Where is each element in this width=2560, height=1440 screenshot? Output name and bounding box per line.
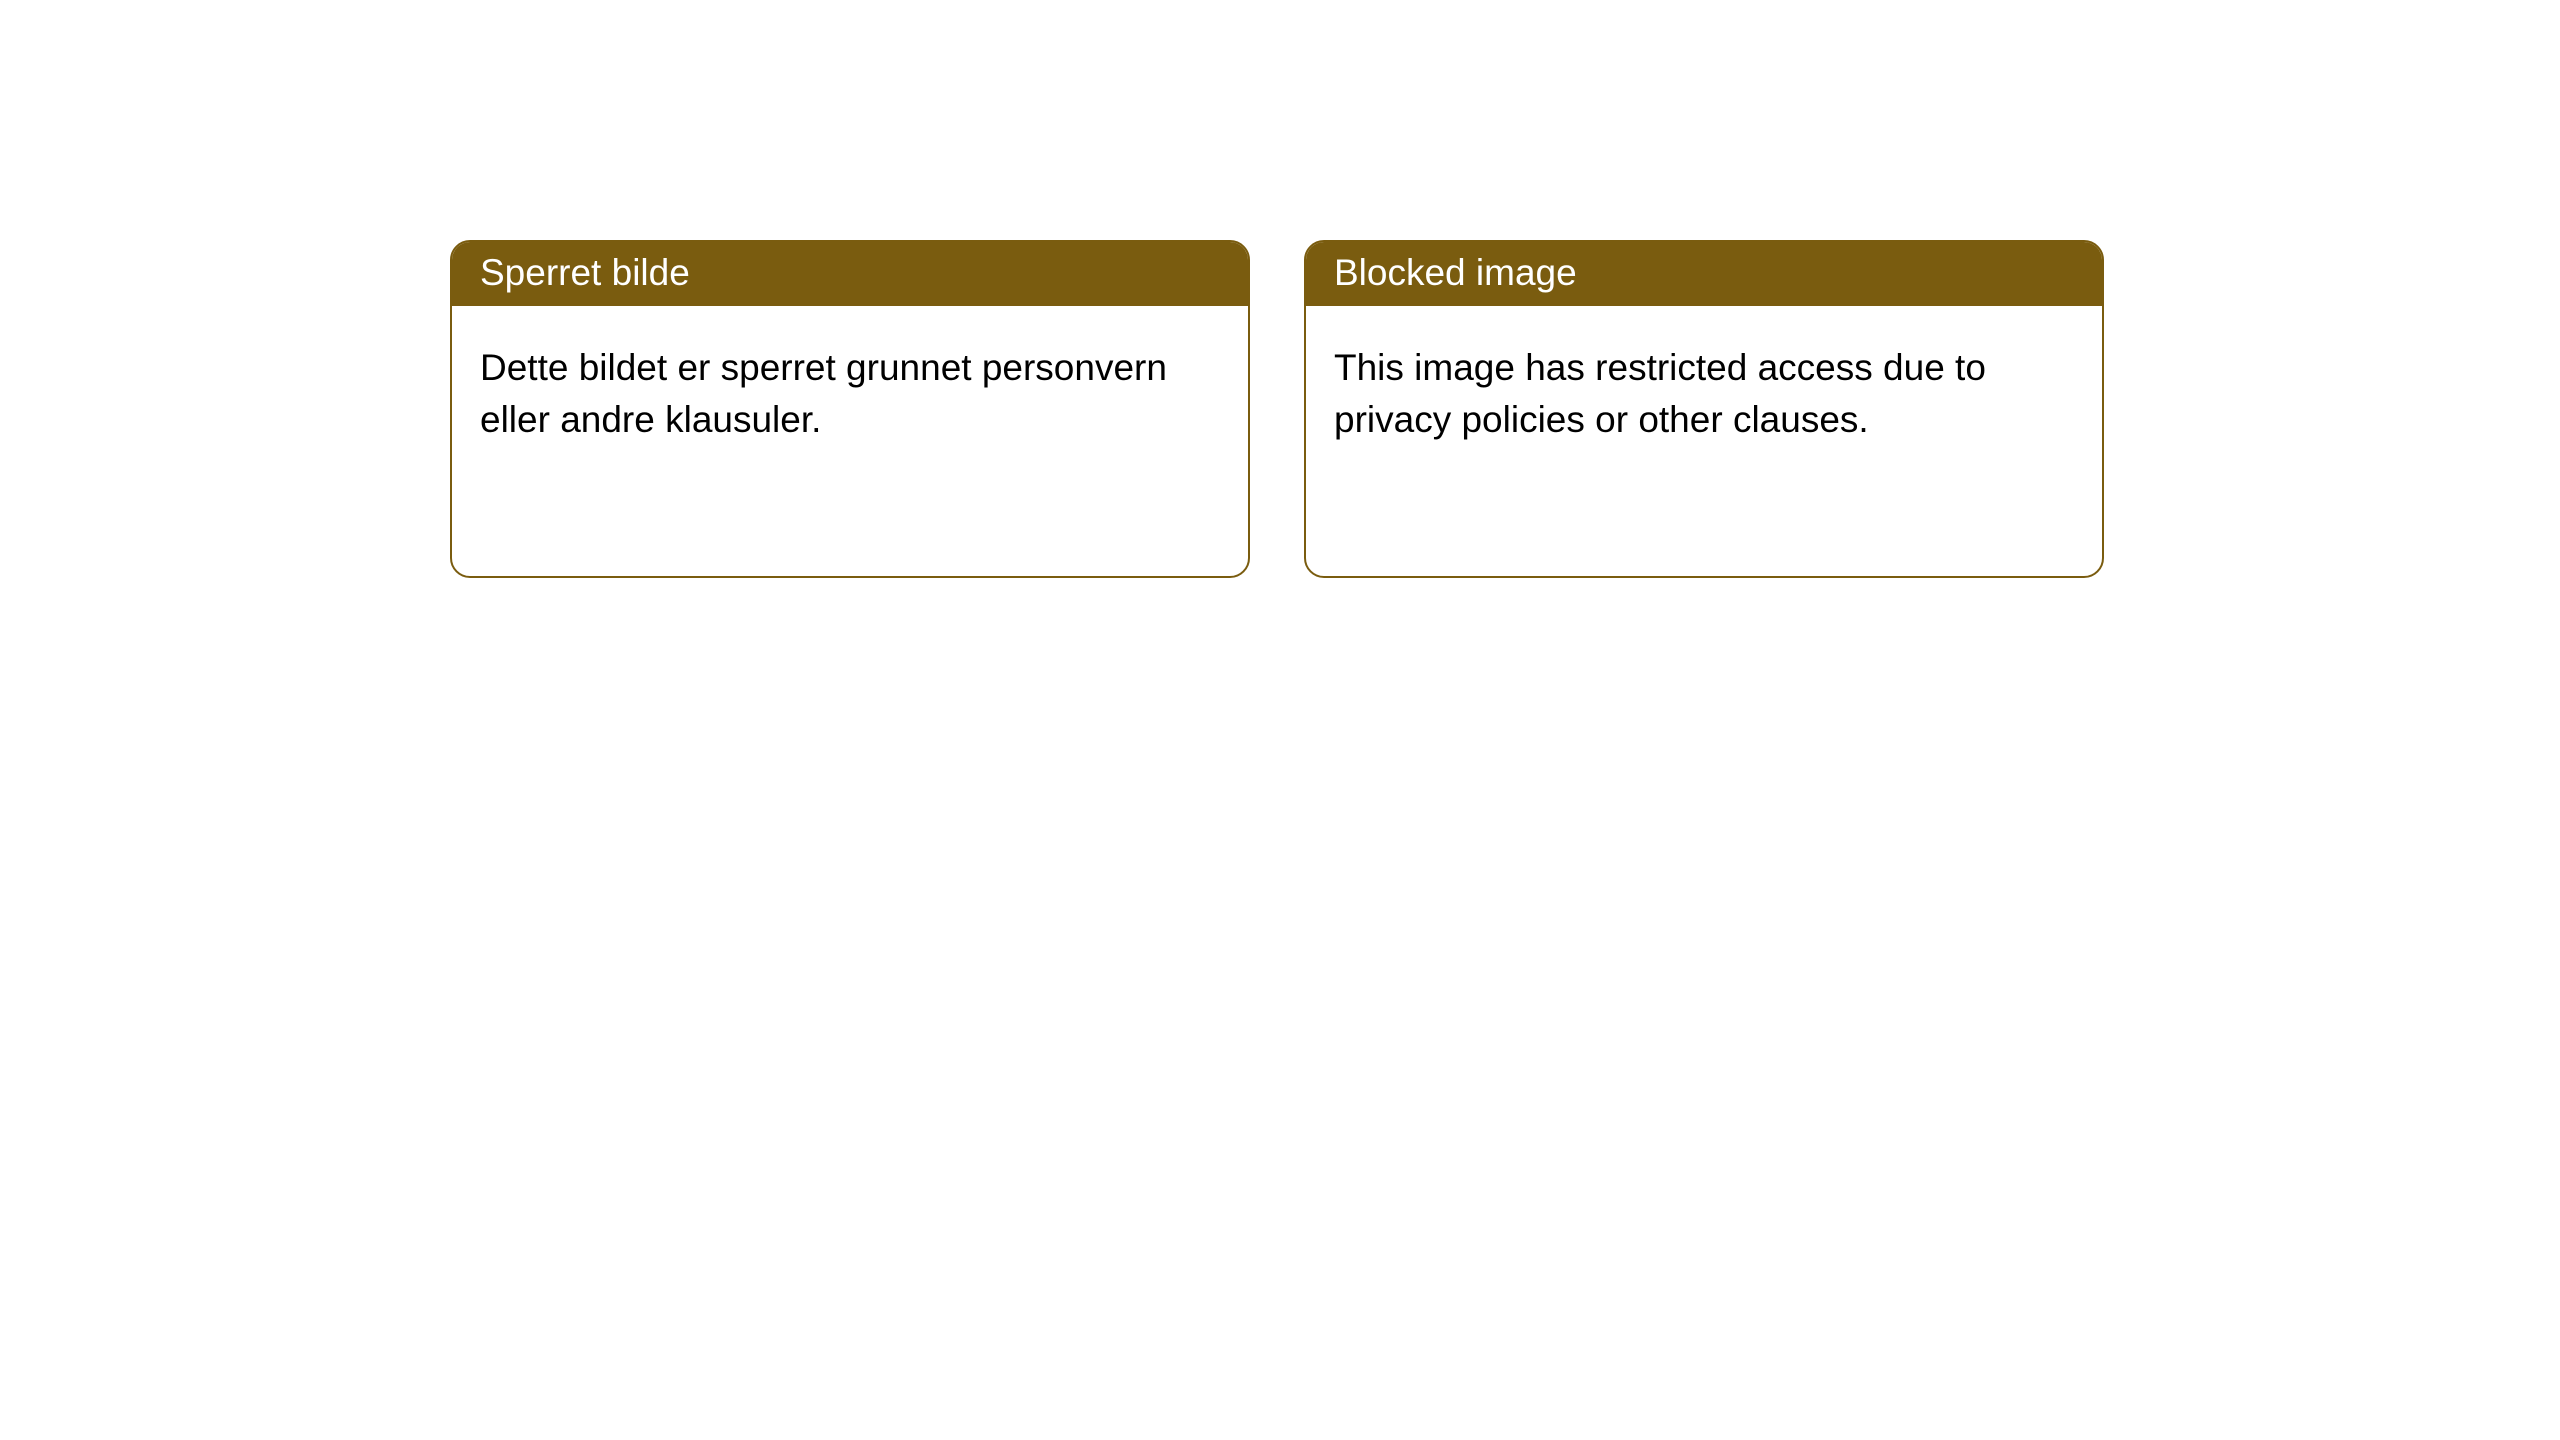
notice-body-english: This image has restricted access due to … (1306, 306, 2102, 482)
notice-body-norwegian: Dette bildet er sperret grunnet personve… (452, 306, 1248, 482)
notice-card-norwegian: Sperret bilde Dette bildet er sperret gr… (450, 240, 1250, 578)
notice-container: Sperret bilde Dette bildet er sperret gr… (0, 0, 2560, 578)
notice-title-english: Blocked image (1306, 242, 2102, 306)
notice-card-english: Blocked image This image has restricted … (1304, 240, 2104, 578)
notice-title-norwegian: Sperret bilde (452, 242, 1248, 306)
